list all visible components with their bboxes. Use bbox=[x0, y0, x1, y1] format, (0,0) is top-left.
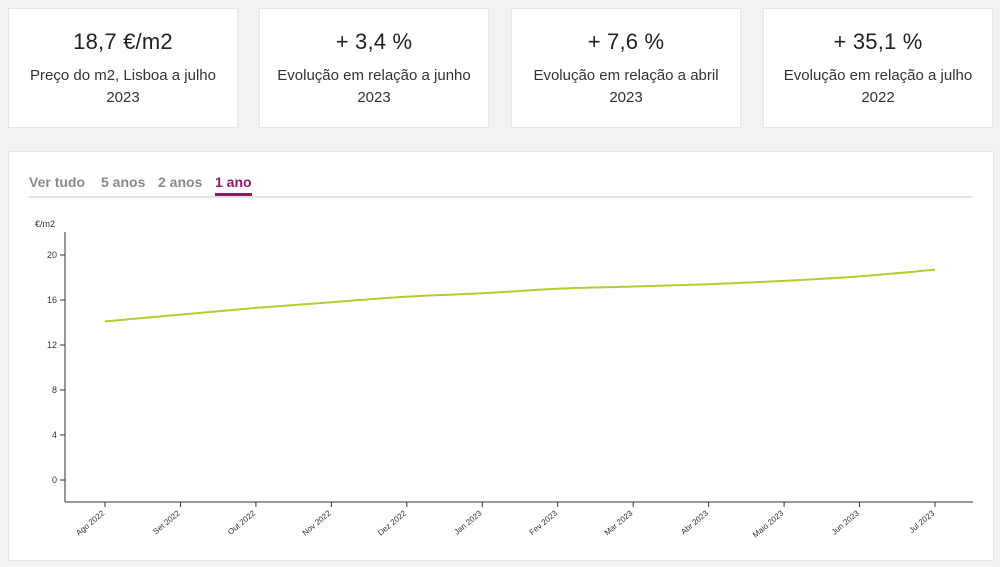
tab-all[interactable]: Ver tudo bbox=[29, 174, 86, 190]
stat-card-yearly-change: + 35,1 % Evolução em relação a julho 202… bbox=[763, 8, 993, 128]
x-tick-label: Nov 2022 bbox=[301, 508, 333, 537]
x-tick-label: Jul 2023 bbox=[907, 508, 936, 535]
x-tick-label: Abr 2023 bbox=[679, 508, 710, 536]
x-tick-label: Fev 2023 bbox=[528, 508, 560, 537]
tab-2-years[interactable]: 2 anos bbox=[158, 174, 203, 190]
tab-5-years[interactable]: 5 anos bbox=[101, 174, 146, 190]
stat-label: Evolução em relação a junho 2023 bbox=[277, 67, 471, 106]
y-axis-unit-label: €/m2 bbox=[35, 219, 55, 229]
stat-card-price: 18,7 €/m2 Preço do m2, Lisboa a julho 20… bbox=[8, 8, 238, 128]
stat-card-monthly-change: + 3,4 % Evolução em relação a junho 2023 bbox=[259, 8, 489, 128]
x-tick-label: Dez 2022 bbox=[376, 508, 408, 537]
x-tick-label: Jun 2023 bbox=[830, 508, 861, 536]
y-tick-label: 8 bbox=[52, 385, 57, 395]
tab-1-year[interactable]: 1 ano bbox=[215, 174, 252, 196]
stats-row: 18,7 €/m2 Preço do m2, Lisboa a julho 20… bbox=[8, 8, 993, 128]
x-tick-label: Set 2022 bbox=[151, 508, 182, 536]
y-tick-label: 0 bbox=[52, 475, 57, 485]
stat-label: Evolução em relação a abril 2023 bbox=[533, 67, 719, 106]
x-tick-label: Ago 2022 bbox=[74, 508, 106, 537]
x-tick-label: Out 2022 bbox=[226, 508, 257, 536]
period-tabs: Ver tudo 5 anos 2 anos 1 ano bbox=[29, 174, 973, 198]
stat-label: Preço do m2, Lisboa a julho 2023 bbox=[30, 67, 216, 106]
stat-value: + 3,4 % bbox=[335, 29, 413, 54]
y-tick-label: 16 bbox=[47, 295, 57, 305]
stat-value: + 7,6 % bbox=[587, 29, 665, 54]
x-tick-label: Maio 2023 bbox=[751, 508, 786, 539]
stat-label: Evolução em relação a julho 2022 bbox=[783, 67, 973, 106]
x-tick-label: Mar 2023 bbox=[603, 508, 635, 537]
x-tick-label: Jan 2023 bbox=[453, 508, 484, 536]
stat-card-quarterly-change: + 7,6 % Evolução em relação a abril 2023 bbox=[511, 8, 741, 128]
y-tick-label: 12 bbox=[47, 340, 57, 350]
stat-value: + 35,1 % bbox=[833, 29, 923, 54]
chart-panel: Ver tudo 5 anos 2 anos 1 ano €/m2 0 4 8 12 16… bbox=[8, 151, 994, 561]
y-tick-label: 4 bbox=[52, 430, 57, 440]
stat-value: 18,7 €/m2 bbox=[73, 29, 173, 54]
series-line-0 bbox=[104, 268, 936, 323]
y-tick-label: 20 bbox=[47, 250, 57, 260]
line-chart: €/m2 0 4 8 12 16 20 Ago 2022 Set 2022 Out 2022 Nov… bbox=[35, 219, 973, 540]
